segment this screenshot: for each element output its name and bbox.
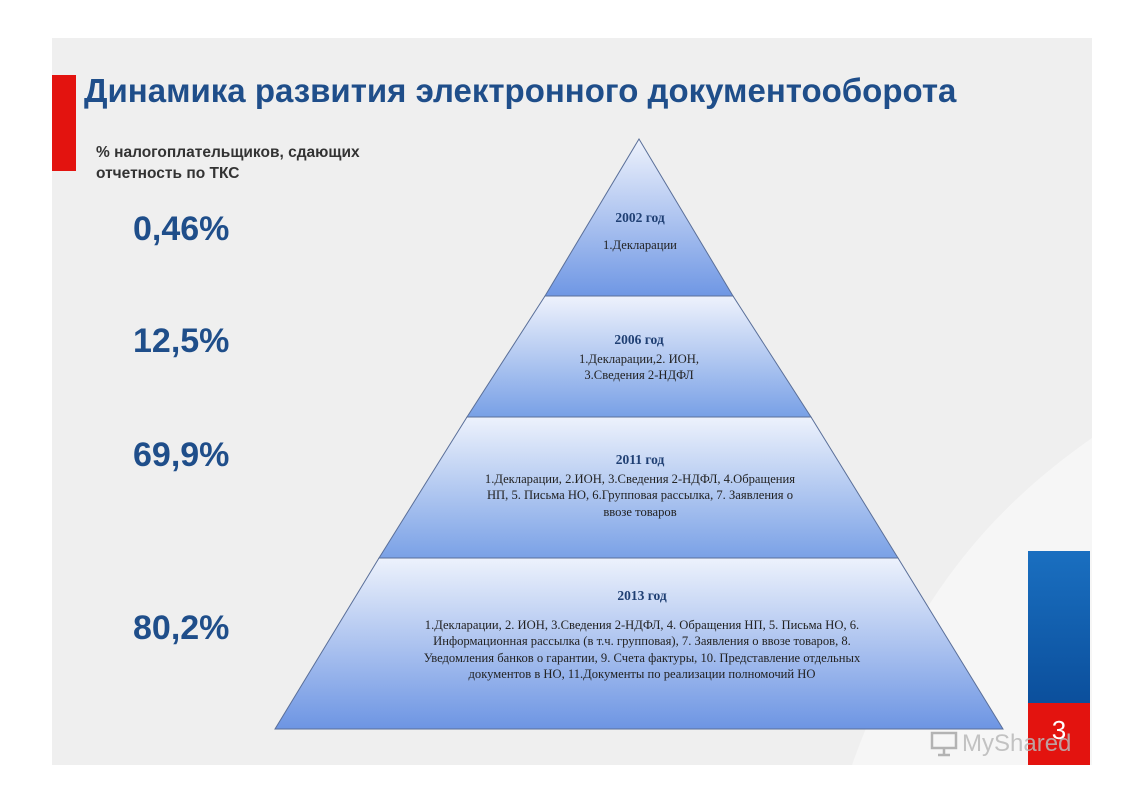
tier-2013-text: 2013 год 1.Декларации, 2. ИОН, 3.Сведени… xyxy=(412,588,872,683)
tier-2013-year: 2013 год xyxy=(617,588,667,603)
percentage-2006: 12,5% xyxy=(133,322,230,360)
tier-2002-text: 2002 год 1.Декларации xyxy=(572,210,708,253)
tier-2006-text: 2006 год 1.Декларации,2. ИОН, 3.Сведения… xyxy=(548,332,730,384)
tier-2013-body: 1.Декларации, 2. ИОН, 3.Сведения 2-НДФЛ,… xyxy=(423,617,861,682)
page-number: 3 xyxy=(1051,715,1067,745)
title-accent-bar xyxy=(52,75,76,171)
page-number-box: 3 xyxy=(1028,703,1090,765)
page-title: Динамика развития электронного документо… xyxy=(84,72,957,109)
tier-2011-text: 2011 год 1.Декларации, 2.ИОН, 3.Сведения… xyxy=(478,452,802,520)
tier-2002-body: 1.Декларации xyxy=(603,237,677,252)
tier-2006-body: 1.Декларации,2. ИОН, 3.Сведения 2-НДФЛ xyxy=(578,351,700,383)
percentage-2011: 69,9% xyxy=(133,436,230,474)
presentation-board-icon xyxy=(930,731,958,757)
tier-2011-year: 2011 год xyxy=(615,452,665,467)
percentage-2013: 80,2% xyxy=(133,609,230,647)
tier-2011-body: 1.Декларации, 2.ИОН, 3.Сведения 2-НДФЛ, … xyxy=(484,471,796,519)
percentage-2002: 0,46% xyxy=(133,210,230,248)
tier-2006-year: 2006 год xyxy=(614,332,664,347)
tier-2002-year: 2002 год xyxy=(615,210,665,225)
pyramid-tier-2013 xyxy=(274,557,1004,730)
pyramid-subtitle: % налогоплательщиков, сдающих отчетность… xyxy=(96,144,360,182)
watermark-text: MyShared xyxy=(962,730,1072,757)
corner-accent-blue xyxy=(1028,551,1090,703)
